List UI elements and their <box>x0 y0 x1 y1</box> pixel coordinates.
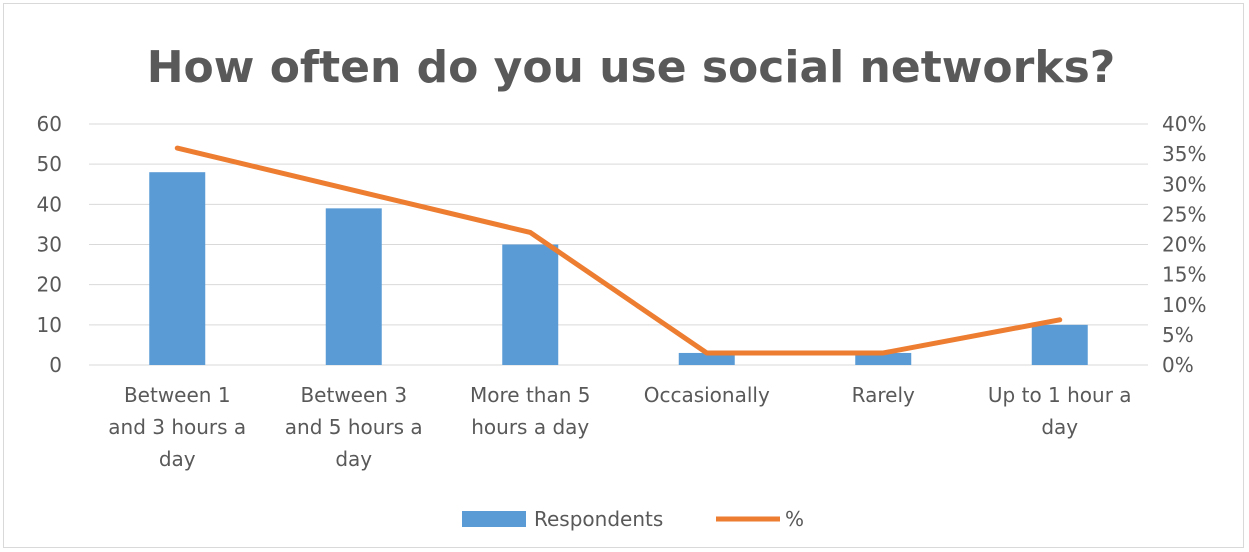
category-label: Up to 1 hour a <box>988 383 1132 407</box>
category-label: and 5 hours a <box>285 415 423 439</box>
category-labels: Between 1 and 3 hours a day Between 3 and 5 … <box>108 383 1131 471</box>
category-label: day <box>159 447 196 471</box>
left-tick-label: 50 <box>37 152 62 176</box>
bar <box>855 352 912 365</box>
legend-label-respondents: Respondents <box>534 507 663 531</box>
bar <box>325 208 382 365</box>
right-tick-label: 0% <box>1162 353 1194 377</box>
left-axis-ticks: 0 10 20 30 40 50 60 <box>37 112 62 377</box>
percent-line <box>174 145 1063 356</box>
left-tick-label: 40 <box>37 192 62 216</box>
category-label: day <box>1041 415 1078 439</box>
left-tick-label: 0 <box>49 353 62 377</box>
chart-frame: How often do you use social networks? 0 1… <box>3 3 1244 548</box>
category-label: day <box>335 447 372 471</box>
category-label: More than 5 <box>470 383 590 407</box>
left-tick-label: 30 <box>37 233 62 257</box>
line-series <box>174 145 1063 356</box>
category-label: and 3 hours a <box>108 415 246 439</box>
right-tick-label: 10% <box>1162 293 1206 317</box>
right-tick-label: 25% <box>1162 202 1206 226</box>
right-tick-label: 30% <box>1162 172 1206 196</box>
right-tick-label: 5% <box>1162 323 1194 347</box>
category-label: Rarely <box>852 383 915 407</box>
bar-series <box>149 172 1088 365</box>
category-label: Between 1 <box>124 383 231 407</box>
category-label: Occasionally <box>644 383 770 407</box>
legend: Respondents % <box>462 507 804 531</box>
bar <box>502 244 559 365</box>
right-tick-label: 40% <box>1162 112 1206 136</box>
gridlines <box>89 123 1148 366</box>
left-tick-label: 20 <box>37 273 62 297</box>
category-label: Between 3 <box>300 383 407 407</box>
chart-title: How often do you use social networks? <box>147 42 1116 93</box>
chart-svg: How often do you use social networks? 0 1… <box>37 42 1207 531</box>
legend-swatch-respondents <box>462 511 526 527</box>
right-tick-label: 35% <box>1162 142 1206 166</box>
left-tick-label: 60 <box>37 112 62 136</box>
bar <box>1031 324 1088 365</box>
legend-label-percent: % <box>785 507 804 531</box>
left-tick-label: 10 <box>37 313 62 337</box>
right-tick-label: 15% <box>1162 263 1206 287</box>
category-label: hours a day <box>471 415 589 439</box>
right-tick-label: 20% <box>1162 233 1206 257</box>
bar <box>678 352 735 365</box>
bar <box>149 172 206 365</box>
right-axis-ticks: 0% 5% 10% 15% 20% 25% 30% 35% 40% <box>1162 112 1206 377</box>
